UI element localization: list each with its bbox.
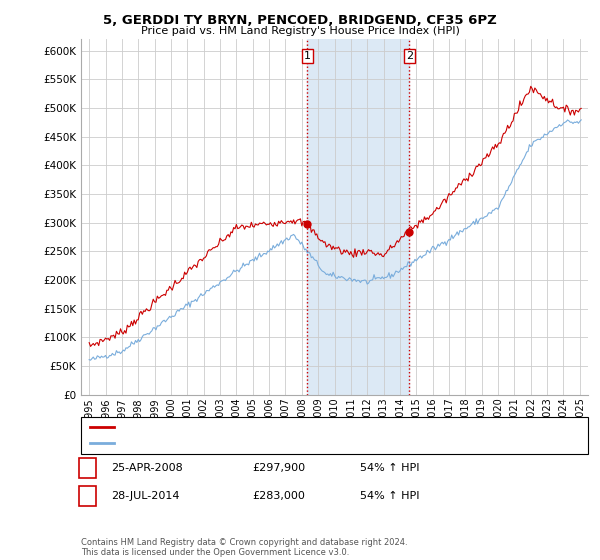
Text: 2: 2 <box>84 491 91 501</box>
Text: 2: 2 <box>406 52 413 62</box>
Text: 1: 1 <box>304 52 311 62</box>
Text: HPI: Average price, detached house, Bridgend: HPI: Average price, detached house, Brid… <box>120 438 345 449</box>
Text: 5, GERDDI TY BRYN, PENCOED, BRIDGEND, CF35 6PZ: 5, GERDDI TY BRYN, PENCOED, BRIDGEND, CF… <box>103 14 497 27</box>
Text: 54% ↑ HPI: 54% ↑ HPI <box>360 463 419 473</box>
Text: £283,000: £283,000 <box>252 491 305 501</box>
Text: 5, GERDDI TY BRYN, PENCOED, BRIDGEND, CF35 6PZ (detached house): 5, GERDDI TY BRYN, PENCOED, BRIDGEND, CF… <box>120 422 470 432</box>
Text: £297,900: £297,900 <box>252 463 305 473</box>
Text: Contains HM Land Registry data © Crown copyright and database right 2024.
This d: Contains HM Land Registry data © Crown c… <box>81 538 407 557</box>
Text: 25-APR-2008: 25-APR-2008 <box>111 463 183 473</box>
Text: 1: 1 <box>84 463 91 473</box>
Text: Price paid vs. HM Land Registry's House Price Index (HPI): Price paid vs. HM Land Registry's House … <box>140 26 460 36</box>
Text: 28-JUL-2014: 28-JUL-2014 <box>111 491 179 501</box>
Text: 54% ↑ HPI: 54% ↑ HPI <box>360 491 419 501</box>
Bar <box>307 39 409 395</box>
